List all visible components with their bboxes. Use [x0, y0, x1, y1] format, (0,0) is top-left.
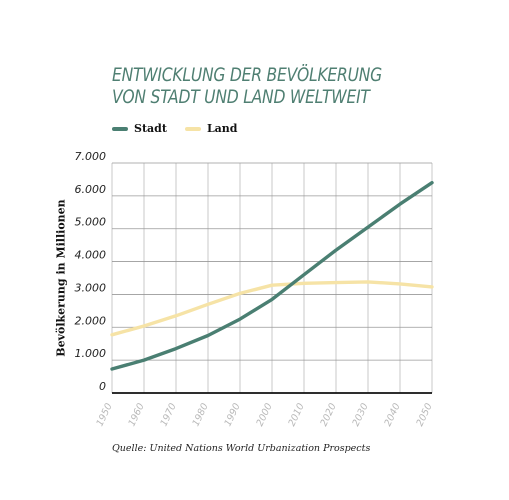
x-tick-label-1990: 1990 — [223, 402, 243, 429]
x-tick-label-2030: 2030 — [351, 402, 371, 429]
x-tick-label-1950: 1950 — [95, 402, 115, 429]
x-tick-label-2040: 2040 — [383, 402, 403, 429]
chart-title: ENTWICKLUNG DER BEVÖLKERUNG VON STADT UN… — [112, 64, 382, 108]
y-tick-label-2.000: 2.000 — [75, 314, 107, 327]
source-note: Quelle: United Nations World Urbanizatio… — [112, 443, 371, 454]
x-tick-label-2000: 2000 — [255, 402, 275, 429]
y-tick-label-0: 0 — [99, 380, 106, 393]
y-tick-label-7.000: 7.000 — [75, 150, 107, 163]
y-tick-label-1.000: 1.000 — [75, 347, 107, 360]
y-tick-label-6.000: 6.000 — [75, 183, 107, 196]
legend-swatch-land — [184, 126, 201, 131]
x-tick-label-2050: 2050 — [415, 402, 435, 429]
y-tick-label-4.000: 4.000 — [75, 249, 107, 262]
legend: Stadt Land — [112, 122, 238, 135]
y-tick-label-3.000: 3.000 — [75, 281, 107, 294]
x-tick-label-1960: 1960 — [127, 402, 147, 429]
legend-item-land: Land — [184, 122, 238, 135]
chart-title-line-1: ENTWICKLUNG DER BEVÖLKERUNG — [112, 64, 383, 86]
legend-swatch-stadt — [112, 126, 128, 131]
x-tick-label-1980: 1980 — [191, 402, 211, 429]
legend-label-stadt: Stadt — [134, 122, 167, 135]
x-tick-label-2010: 2010 — [287, 402, 307, 429]
x-tick-label-1970: 1970 — [159, 402, 179, 429]
y-tick-label-5.000: 5.000 — [75, 216, 107, 229]
legend-item-stadt: Stadt — [112, 122, 167, 135]
chart-title-line-2: VON STADT UND LAND WELTWEIT — [112, 86, 370, 108]
series-line-stadt — [110, 180, 434, 371]
series-line-land — [110, 280, 434, 337]
x-tick-label-2020: 2020 — [319, 402, 339, 429]
legend-label-land: Land — [206, 122, 238, 135]
